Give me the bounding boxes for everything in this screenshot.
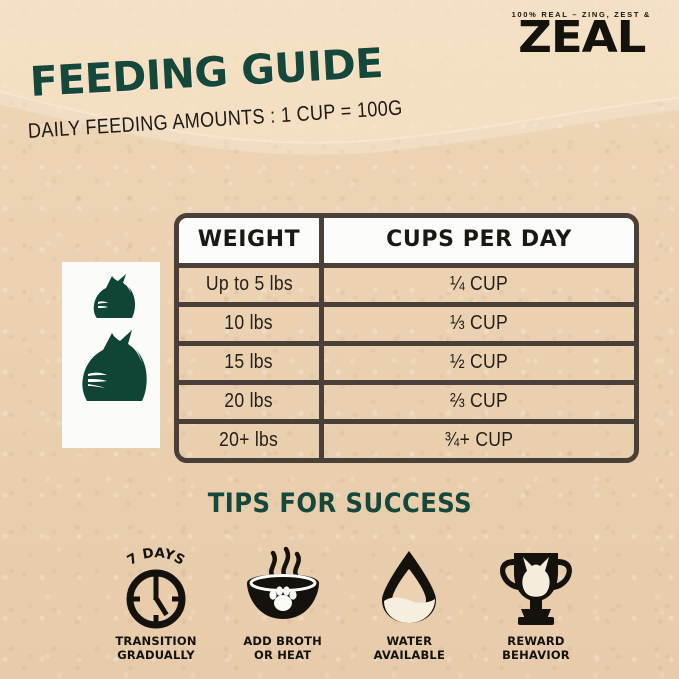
brand-tagline: 100% REAL – ZING, ZEST &: [511, 10, 651, 19]
svg-text:7 DAYS: 7 DAYS: [125, 545, 188, 569]
tip-label-line2: OR HEAT: [253, 648, 312, 663]
tip-label-line1: WATER: [386, 634, 433, 648]
tip-icon-wrap: [349, 543, 469, 629]
steaming-bowl-paw-icon: [246, 546, 319, 619]
cups-value: ⅔ CUP: [449, 390, 509, 412]
table-row: 15 lbs ½ CUP: [179, 341, 634, 380]
table-header-weight: WEIGHT: [179, 218, 324, 263]
tip-item-transition: 7 DAYS TRANSITION GRADUALLY: [96, 543, 216, 663]
tips-section-title-text: TIPS FOR SUCCESS: [207, 488, 472, 519]
page-title: FEEDING GUIDE: [28, 38, 385, 106]
cat-silhouette-small-icon: [93, 274, 136, 318]
tip-label-water: WATER AVAILABLE: [349, 634, 469, 663]
tips-section-title: TIPS FOR SUCCESS: [0, 488, 679, 519]
tip-label-line2: GRADUALLY: [117, 648, 195, 663]
tip-label-line2: BEHAVIOR: [502, 648, 570, 663]
tip-label-transition: TRANSITION GRADUALLY: [96, 634, 216, 663]
tip-icon-wrap: [476, 543, 596, 629]
table-cell-cups: ¼ CUP: [324, 268, 634, 302]
weight-value: 20 lbs: [224, 390, 274, 412]
weight-value: 10 lbs: [224, 312, 274, 334]
brand-logo: 100% REAL – ZING, ZEST & ZEAL: [511, 10, 651, 60]
table-cell-weight: 10 lbs: [179, 307, 324, 341]
cat-size-illustration-panel: [62, 262, 160, 448]
tip-icon-wrap: 7 DAYS: [96, 543, 216, 629]
table-cell-cups: ½ CUP: [324, 346, 634, 380]
table-header-row: WEIGHT CUPS PER DAY: [179, 218, 634, 263]
tip-item-water: WATER AVAILABLE: [349, 543, 469, 663]
tip-item-broth: ADD BROTH OR HEAT: [223, 543, 343, 663]
cups-value: ¾+ CUP: [444, 429, 514, 451]
clock-7-days-icon: 7 DAYS: [125, 545, 188, 629]
tip-label-reward: REWARD BEHAVIOR: [476, 634, 596, 663]
water-droplet-icon: [382, 551, 437, 623]
feeding-table: WEIGHT CUPS PER DAY Up to 5 lbs ¼ CUP 10…: [174, 213, 639, 463]
table-header-weight-label: WEIGHT: [197, 227, 301, 252]
table-row: Up to 5 lbs ¼ CUP: [179, 263, 634, 302]
table-cell-weight: 15 lbs: [179, 346, 324, 380]
table-cell-weight: 20+ lbs: [179, 424, 324, 458]
table-cell-cups: ⅓ CUP: [324, 307, 634, 341]
cat-silhouette-large-icon: [82, 330, 147, 401]
tip-label-line2: AVAILABLE: [373, 648, 446, 663]
tips-list: 7 DAYS TRANSITION GRADUALLY: [96, 543, 596, 663]
tip-icon-wrap: [223, 543, 343, 629]
table-cell-cups: ¾+ CUP: [324, 424, 634, 458]
table-row: 10 lbs ⅓ CUP: [179, 302, 634, 341]
table-header-cups: CUPS PER DAY: [324, 218, 634, 263]
cups-value: ⅓ CUP: [449, 312, 509, 334]
page-title-wrap: FEEDING GUIDE: [28, 38, 385, 106]
table-cell-weight: Up to 5 lbs: [179, 268, 324, 302]
trophy-icon: [500, 553, 572, 625]
table-cell-cups: ⅔ CUP: [324, 385, 634, 419]
table-header-cups-label: CUPS PER DAY: [386, 227, 572, 252]
table-row: 20 lbs ⅔ CUP: [179, 380, 634, 419]
brand-name: ZEAL: [517, 12, 646, 63]
tip-label-line1: REWARD: [507, 634, 565, 648]
tip-item-reward: REWARD BEHAVIOR: [476, 543, 596, 663]
tip-label-line1: TRANSITION: [115, 634, 197, 648]
tip-badge-7-days: 7 DAYS: [125, 545, 188, 569]
cups-value: ½ CUP: [449, 351, 509, 373]
weight-value: 20+ lbs: [219, 429, 279, 451]
page-subtitle: DAILY FEEDING AMOUNTS : 1 CUP = 100G: [27, 96, 404, 143]
cups-value: ¼ CUP: [449, 273, 509, 295]
weight-value: 15 lbs: [224, 351, 274, 373]
table-row: 20+ lbs ¾+ CUP: [179, 419, 634, 458]
tip-label-broth: ADD BROTH OR HEAT: [223, 634, 343, 663]
weight-value: Up to 5 lbs: [205, 273, 293, 295]
table-cell-weight: 20 lbs: [179, 385, 324, 419]
tip-label-line1: ADD BROTH: [243, 634, 322, 648]
